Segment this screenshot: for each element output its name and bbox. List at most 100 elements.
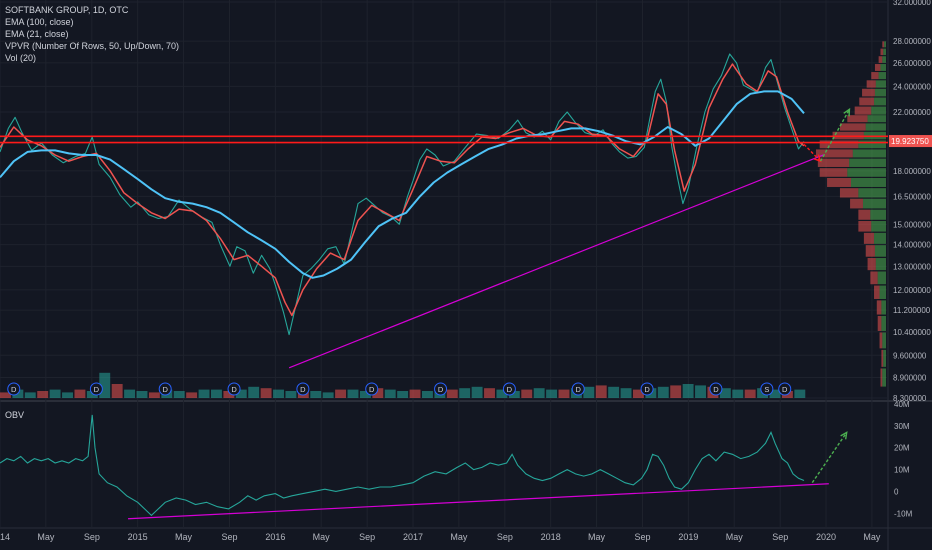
profile-row-down xyxy=(858,209,871,220)
dividend-marker xyxy=(640,382,654,396)
volume-bar xyxy=(198,389,210,398)
dividend-marker-label: D xyxy=(438,385,444,394)
volume-bar xyxy=(794,389,806,398)
profile-row-down xyxy=(858,221,872,232)
obv-tick-label: 40M xyxy=(894,400,910,409)
profile-row-down xyxy=(870,271,878,285)
volume-bar xyxy=(62,392,73,398)
dividend-marker-label: D xyxy=(507,385,513,394)
y-tick-label: 15.000000 xyxy=(893,220,931,229)
legend-ema100: EMA (100, close) xyxy=(5,17,74,27)
volume-bar xyxy=(670,385,682,398)
profile-row-down xyxy=(819,168,848,177)
profile-row-up xyxy=(858,188,886,198)
volume-bar xyxy=(359,391,371,398)
obv-up-arrow xyxy=(811,432,848,484)
volume-bar xyxy=(74,389,86,398)
profile-row-up xyxy=(883,349,886,367)
dividend-marker-label: D xyxy=(782,385,788,394)
obv-tick-label: 30M xyxy=(894,422,910,431)
volume-bar xyxy=(223,391,235,398)
dividend-marker xyxy=(89,382,103,396)
x-tick-label: Sep xyxy=(772,532,788,542)
x-tick-label: May xyxy=(588,532,606,542)
volume-bar xyxy=(471,386,483,398)
profile-row-down xyxy=(819,140,859,149)
profile-row-down xyxy=(880,48,884,56)
volume-bar xyxy=(695,385,706,398)
volume-bar xyxy=(49,389,61,398)
y-tick-label: 18.000000 xyxy=(893,167,931,176)
price-trendline xyxy=(288,154,824,369)
profile-row-down xyxy=(871,72,879,80)
x-tick-label: May xyxy=(863,532,881,542)
x-tick-label: 2018 xyxy=(541,532,561,542)
y-tick-label: 10.400000 xyxy=(893,328,931,337)
profile-row-down xyxy=(878,56,883,63)
profile-row-up xyxy=(875,80,886,88)
dividend-marker xyxy=(158,382,172,396)
dividend-marker-label: D xyxy=(576,385,582,394)
price-down-arrow xyxy=(803,143,822,162)
profile-row-down xyxy=(839,123,866,131)
profile-row-up xyxy=(874,232,886,244)
x-tick-label: Sep xyxy=(221,532,237,542)
volume-bar xyxy=(372,388,384,398)
profile-row-down xyxy=(874,64,881,71)
profile-row-up xyxy=(874,245,886,257)
profile-row-down xyxy=(839,188,859,198)
volume-bar xyxy=(235,389,247,398)
x-tick-label: 2014 xyxy=(0,532,10,542)
dividend-marker-label: D xyxy=(644,385,650,394)
profile-row-down xyxy=(817,158,850,167)
dividend-marker-label: D xyxy=(369,385,375,394)
volume-bar xyxy=(211,389,222,398)
volume-bar xyxy=(744,389,756,398)
y-tick-label: 14.000000 xyxy=(893,241,931,250)
volume-bar xyxy=(508,391,520,398)
x-tick-label: Sep xyxy=(359,532,375,542)
profile-row-down xyxy=(827,177,851,187)
dividend-marker xyxy=(434,382,448,396)
legend-symbol: SOFTBANK GROUP, 1D, OTC xyxy=(5,5,129,15)
x-tick-label: 2020 xyxy=(816,532,836,542)
volume-bar xyxy=(173,391,185,398)
profile-row-down xyxy=(865,245,875,257)
y-tick-label: 8.900000 xyxy=(893,374,927,383)
obv-pane-label: OBV xyxy=(5,410,25,420)
dividend-marker xyxy=(7,382,21,396)
volume-bar xyxy=(409,389,421,398)
indicator-legend: SOFTBANK GROUP, 1D, OTC EMA (100, close)… xyxy=(5,4,179,64)
profile-row-up xyxy=(881,300,886,315)
volume-bar xyxy=(732,389,744,398)
dividend-marker xyxy=(502,382,516,396)
y-tick-label: 12.000000 xyxy=(893,286,931,295)
y-tick-label: 16.500000 xyxy=(893,192,931,201)
last-price-label: 19.923750 xyxy=(891,137,929,146)
volume-bar xyxy=(546,389,558,398)
last-price-tag xyxy=(889,135,932,148)
profile-row-up xyxy=(865,123,886,131)
x-tick-label: May xyxy=(37,532,55,542)
profile-row-up xyxy=(852,149,886,158)
profile-row-up xyxy=(875,258,886,271)
dividend-marker xyxy=(296,382,310,396)
volume-bar xyxy=(682,384,694,398)
profile-row-down xyxy=(881,349,884,367)
dividend-marker xyxy=(365,382,379,396)
profile-row-up xyxy=(871,106,886,115)
profile-row-down xyxy=(854,106,872,115)
y-tick-label: 24.000000 xyxy=(893,82,931,91)
y-tick-label: 32.000000 xyxy=(893,0,931,7)
profile-row-down xyxy=(874,285,880,299)
profile-row-up xyxy=(880,64,886,71)
volume-bar xyxy=(111,384,123,398)
volume-bar xyxy=(633,389,644,398)
obv-tick-label: 0 xyxy=(894,487,899,496)
volume-bar xyxy=(608,386,620,398)
dividend-marker-label: D xyxy=(11,385,17,394)
x-tick-label: Sep xyxy=(84,532,100,542)
y-tick-label: 8.300000 xyxy=(893,394,927,403)
volume-bar xyxy=(521,389,533,398)
